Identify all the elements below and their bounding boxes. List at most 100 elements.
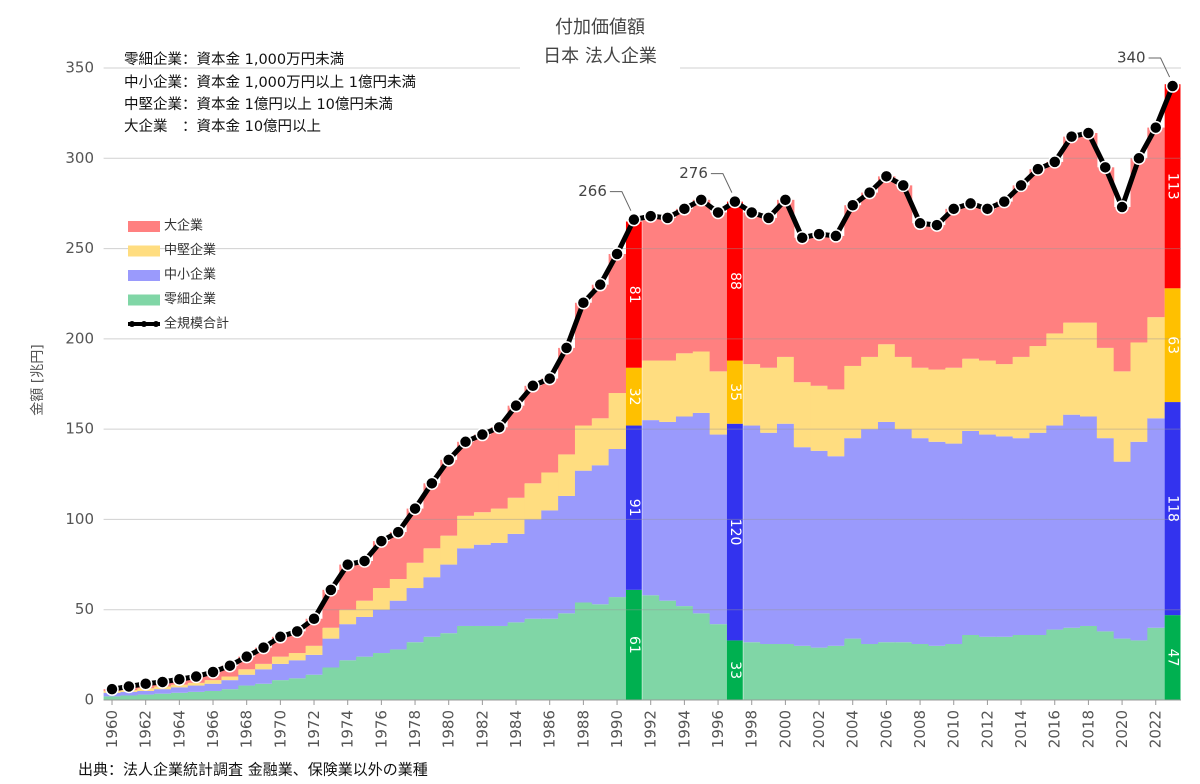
area-segment — [844, 438, 862, 639]
area-segment — [1079, 133, 1098, 323]
area-segment — [221, 676, 239, 681]
value-label: 91 — [626, 499, 642, 517]
area-segment — [709, 434, 728, 625]
x-tick-label: 1966 — [204, 710, 222, 748]
area-segment — [1147, 317, 1165, 419]
total-marker — [492, 420, 506, 435]
area-segment — [1147, 418, 1165, 628]
area-segment — [659, 421, 677, 601]
area-segment — [827, 235, 845, 390]
area-segment — [928, 645, 946, 700]
area-segment — [1130, 640, 1148, 700]
area-segment — [1029, 346, 1047, 433]
x-tick-label: 2012 — [978, 710, 996, 748]
y-tick-label: 50 — [75, 600, 94, 618]
area-segment — [541, 618, 559, 700]
total-marker — [913, 216, 927, 231]
area-segment — [827, 456, 845, 646]
area-segment — [726, 423, 743, 641]
area-segment — [524, 385, 542, 484]
area-segment — [827, 389, 845, 457]
area-segment — [995, 636, 1014, 700]
total-marker — [980, 202, 995, 216]
area-segment — [995, 201, 1014, 365]
area-segment — [1012, 185, 1031, 357]
area-segment — [1096, 438, 1115, 632]
area-segment — [1164, 402, 1181, 616]
area-segment — [894, 429, 913, 643]
area-segment — [574, 470, 593, 603]
area-segment — [389, 532, 408, 580]
area-segment — [305, 654, 324, 675]
area-segment — [238, 669, 256, 675]
y-tick-label: 250 — [65, 239, 94, 257]
area-segment — [255, 663, 273, 670]
area-segment — [743, 642, 761, 700]
x-tick-label: 1986 — [541, 710, 559, 748]
x-tick-label: 1968 — [238, 710, 256, 748]
area-segment — [861, 356, 879, 430]
area-segment — [221, 689, 239, 700]
area-segment — [995, 436, 1014, 637]
area-segment — [120, 695, 138, 700]
x-tick-label: 2014 — [1012, 710, 1030, 748]
area-segment — [844, 638, 862, 700]
area-segment — [339, 564, 357, 610]
legend-swatch — [128, 270, 160, 281]
area-segment — [978, 208, 997, 361]
total-marker — [290, 624, 304, 639]
x-tick-label: 1960 — [103, 710, 121, 748]
area-segment — [793, 447, 812, 646]
area-segment — [1113, 461, 1132, 639]
area-segment — [440, 633, 458, 700]
note: 中堅企業：資本金 1億円以上 10億円未満 — [124, 95, 393, 113]
area-segment — [911, 438, 930, 645]
area-segment — [1012, 438, 1031, 635]
x-tick-label: 2018 — [1079, 710, 1097, 748]
area-segment — [423, 548, 441, 578]
legend-label: 零細企業 — [164, 291, 216, 307]
area-segment — [743, 425, 761, 643]
area-segment — [457, 515, 475, 549]
area-segment — [137, 690, 155, 695]
area-segment — [255, 669, 273, 684]
total-marker — [206, 665, 220, 679]
area-segment — [1096, 631, 1115, 700]
area-segment — [1164, 84, 1181, 289]
area-segment — [1113, 371, 1132, 462]
area-segment — [726, 201, 743, 361]
chart-title: 付加価値額 — [555, 17, 645, 38]
area-segment — [490, 427, 509, 509]
value-label: 35 — [727, 383, 743, 401]
area-segment — [305, 618, 324, 646]
area-segment — [692, 412, 711, 614]
value-label: 118 — [1165, 495, 1181, 522]
legend-marker — [141, 321, 147, 327]
area-segment — [187, 691, 206, 700]
area-segment — [945, 644, 963, 700]
area-segment — [1164, 288, 1181, 403]
area-segment — [558, 613, 576, 700]
area-segment — [642, 216, 660, 361]
area-segment — [945, 208, 963, 368]
y-tick-label: 200 — [65, 329, 94, 347]
area-segment — [372, 609, 391, 654]
area-segment — [1029, 169, 1047, 347]
x-tick-label: 1972 — [305, 710, 323, 748]
area-segment — [591, 418, 610, 466]
x-tick-label: 1974 — [339, 710, 357, 748]
area-segment — [541, 510, 559, 619]
value-label: 61 — [626, 636, 642, 654]
area-segment — [541, 378, 559, 473]
area-segment — [356, 656, 374, 700]
x-tick-label: 1976 — [372, 710, 390, 748]
area-segment — [1079, 322, 1098, 417]
legend-label: 中堅企業 — [164, 242, 216, 258]
annotation: 276 — [679, 164, 708, 182]
x-tick-label: 2000 — [776, 710, 794, 748]
legend-swatch — [128, 221, 160, 232]
x-tick-label: 1970 — [271, 710, 289, 748]
area-segment — [507, 622, 526, 700]
note: 中小企業：資本金 1,000万円以上 1億円未満 — [124, 73, 416, 91]
value-label: 33 — [727, 661, 743, 679]
